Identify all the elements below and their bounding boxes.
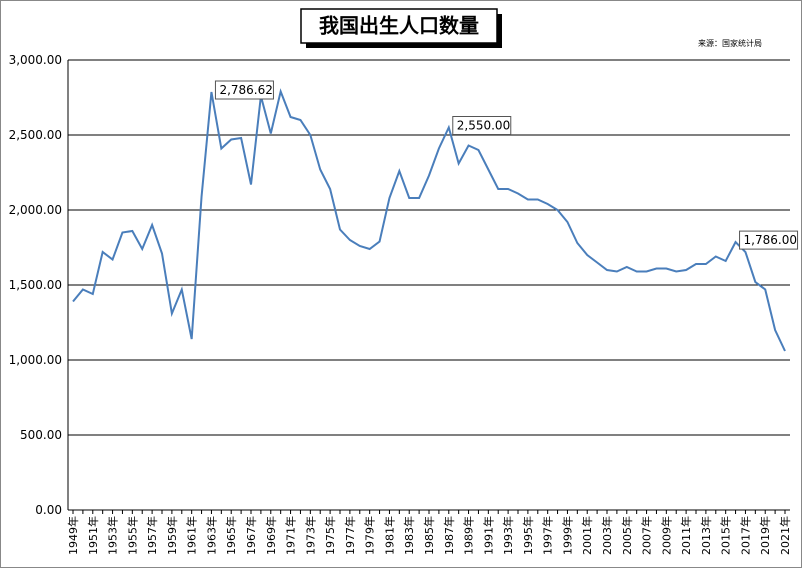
y-tick-label: 2,000.00 <box>9 203 62 217</box>
x-tick-label: 1975年 <box>323 516 337 555</box>
x-tick-label: 1949年 <box>66 516 80 555</box>
x-tick-label: 1969年 <box>264 516 278 555</box>
y-tick-label: 500.00 <box>20 428 62 442</box>
x-tick-label: 1977年 <box>343 516 357 555</box>
label-box <box>452 116 512 135</box>
chart-title: 我国出生人口数量 <box>319 14 479 38</box>
x-tick-label: 2021年 <box>778 516 792 555</box>
label-box <box>739 230 799 250</box>
source-note: 来源：国家统计局 <box>698 38 762 48</box>
data-label: 1,786.00 <box>744 233 797 247</box>
label-box <box>214 80 274 100</box>
x-tick-label: 1987年 <box>442 516 456 555</box>
y-tick-label: 1,500.00 <box>9 278 62 292</box>
x-tick-label: 2003年 <box>600 516 614 555</box>
x-tick-label: 1999年 <box>560 516 574 555</box>
x-tick-label: 2001年 <box>580 516 594 555</box>
x-tick-label: 1981年 <box>382 516 396 555</box>
x-tick-label: 1971年 <box>284 516 298 555</box>
x-tick-label: 1997年 <box>541 516 555 555</box>
x-tick-label: 1959年 <box>165 516 179 555</box>
x-tick-label: 1957年 <box>145 516 159 555</box>
x-tick-label: 1979年 <box>363 516 377 555</box>
y-tick-label: 3,000.00 <box>9 53 62 67</box>
x-tick-label: 2013年 <box>699 516 713 555</box>
y-tick-label: 1,000.00 <box>9 353 62 367</box>
data-line <box>72 88 786 352</box>
x-tick-label: 1963年 <box>204 516 218 555</box>
x-tick-label: 1973年 <box>303 516 317 555</box>
x-tick-label: 2011年 <box>679 516 693 555</box>
x-tick-label: 1955年 <box>125 516 139 555</box>
x-tick-label: 2009年 <box>659 516 673 555</box>
x-tick-label: 2007年 <box>640 516 654 555</box>
x-tick-label: 2005年 <box>620 516 634 555</box>
title-box <box>300 8 498 44</box>
x-tick-label: 1951年 <box>86 516 100 555</box>
x-tick-label: 1993年 <box>501 516 515 555</box>
data-label: 2,786.62 <box>219 83 272 97</box>
y-tick-label: 0.00 <box>35 503 62 517</box>
x-tick-label: 1965年 <box>224 516 238 555</box>
data-label: 2,550.00 <box>457 119 510 133</box>
x-tick-label: 1989年 <box>462 516 476 555</box>
x-tick-label: 1995年 <box>521 516 535 555</box>
x-tick-label: 2017年 <box>738 516 752 555</box>
x-tick-label: 1983年 <box>402 516 416 555</box>
x-tick-label: 2019年 <box>758 516 772 555</box>
x-tick-label: 1967年 <box>244 516 258 555</box>
x-tick-label: 2015年 <box>719 516 733 555</box>
x-tick-label: 1953年 <box>106 516 120 555</box>
x-tick-label: 1985年 <box>422 516 436 555</box>
y-tick-label: 2,500.00 <box>9 128 62 142</box>
x-tick-label: 1961年 <box>185 516 199 555</box>
x-tick-label: 1991年 <box>481 516 495 555</box>
